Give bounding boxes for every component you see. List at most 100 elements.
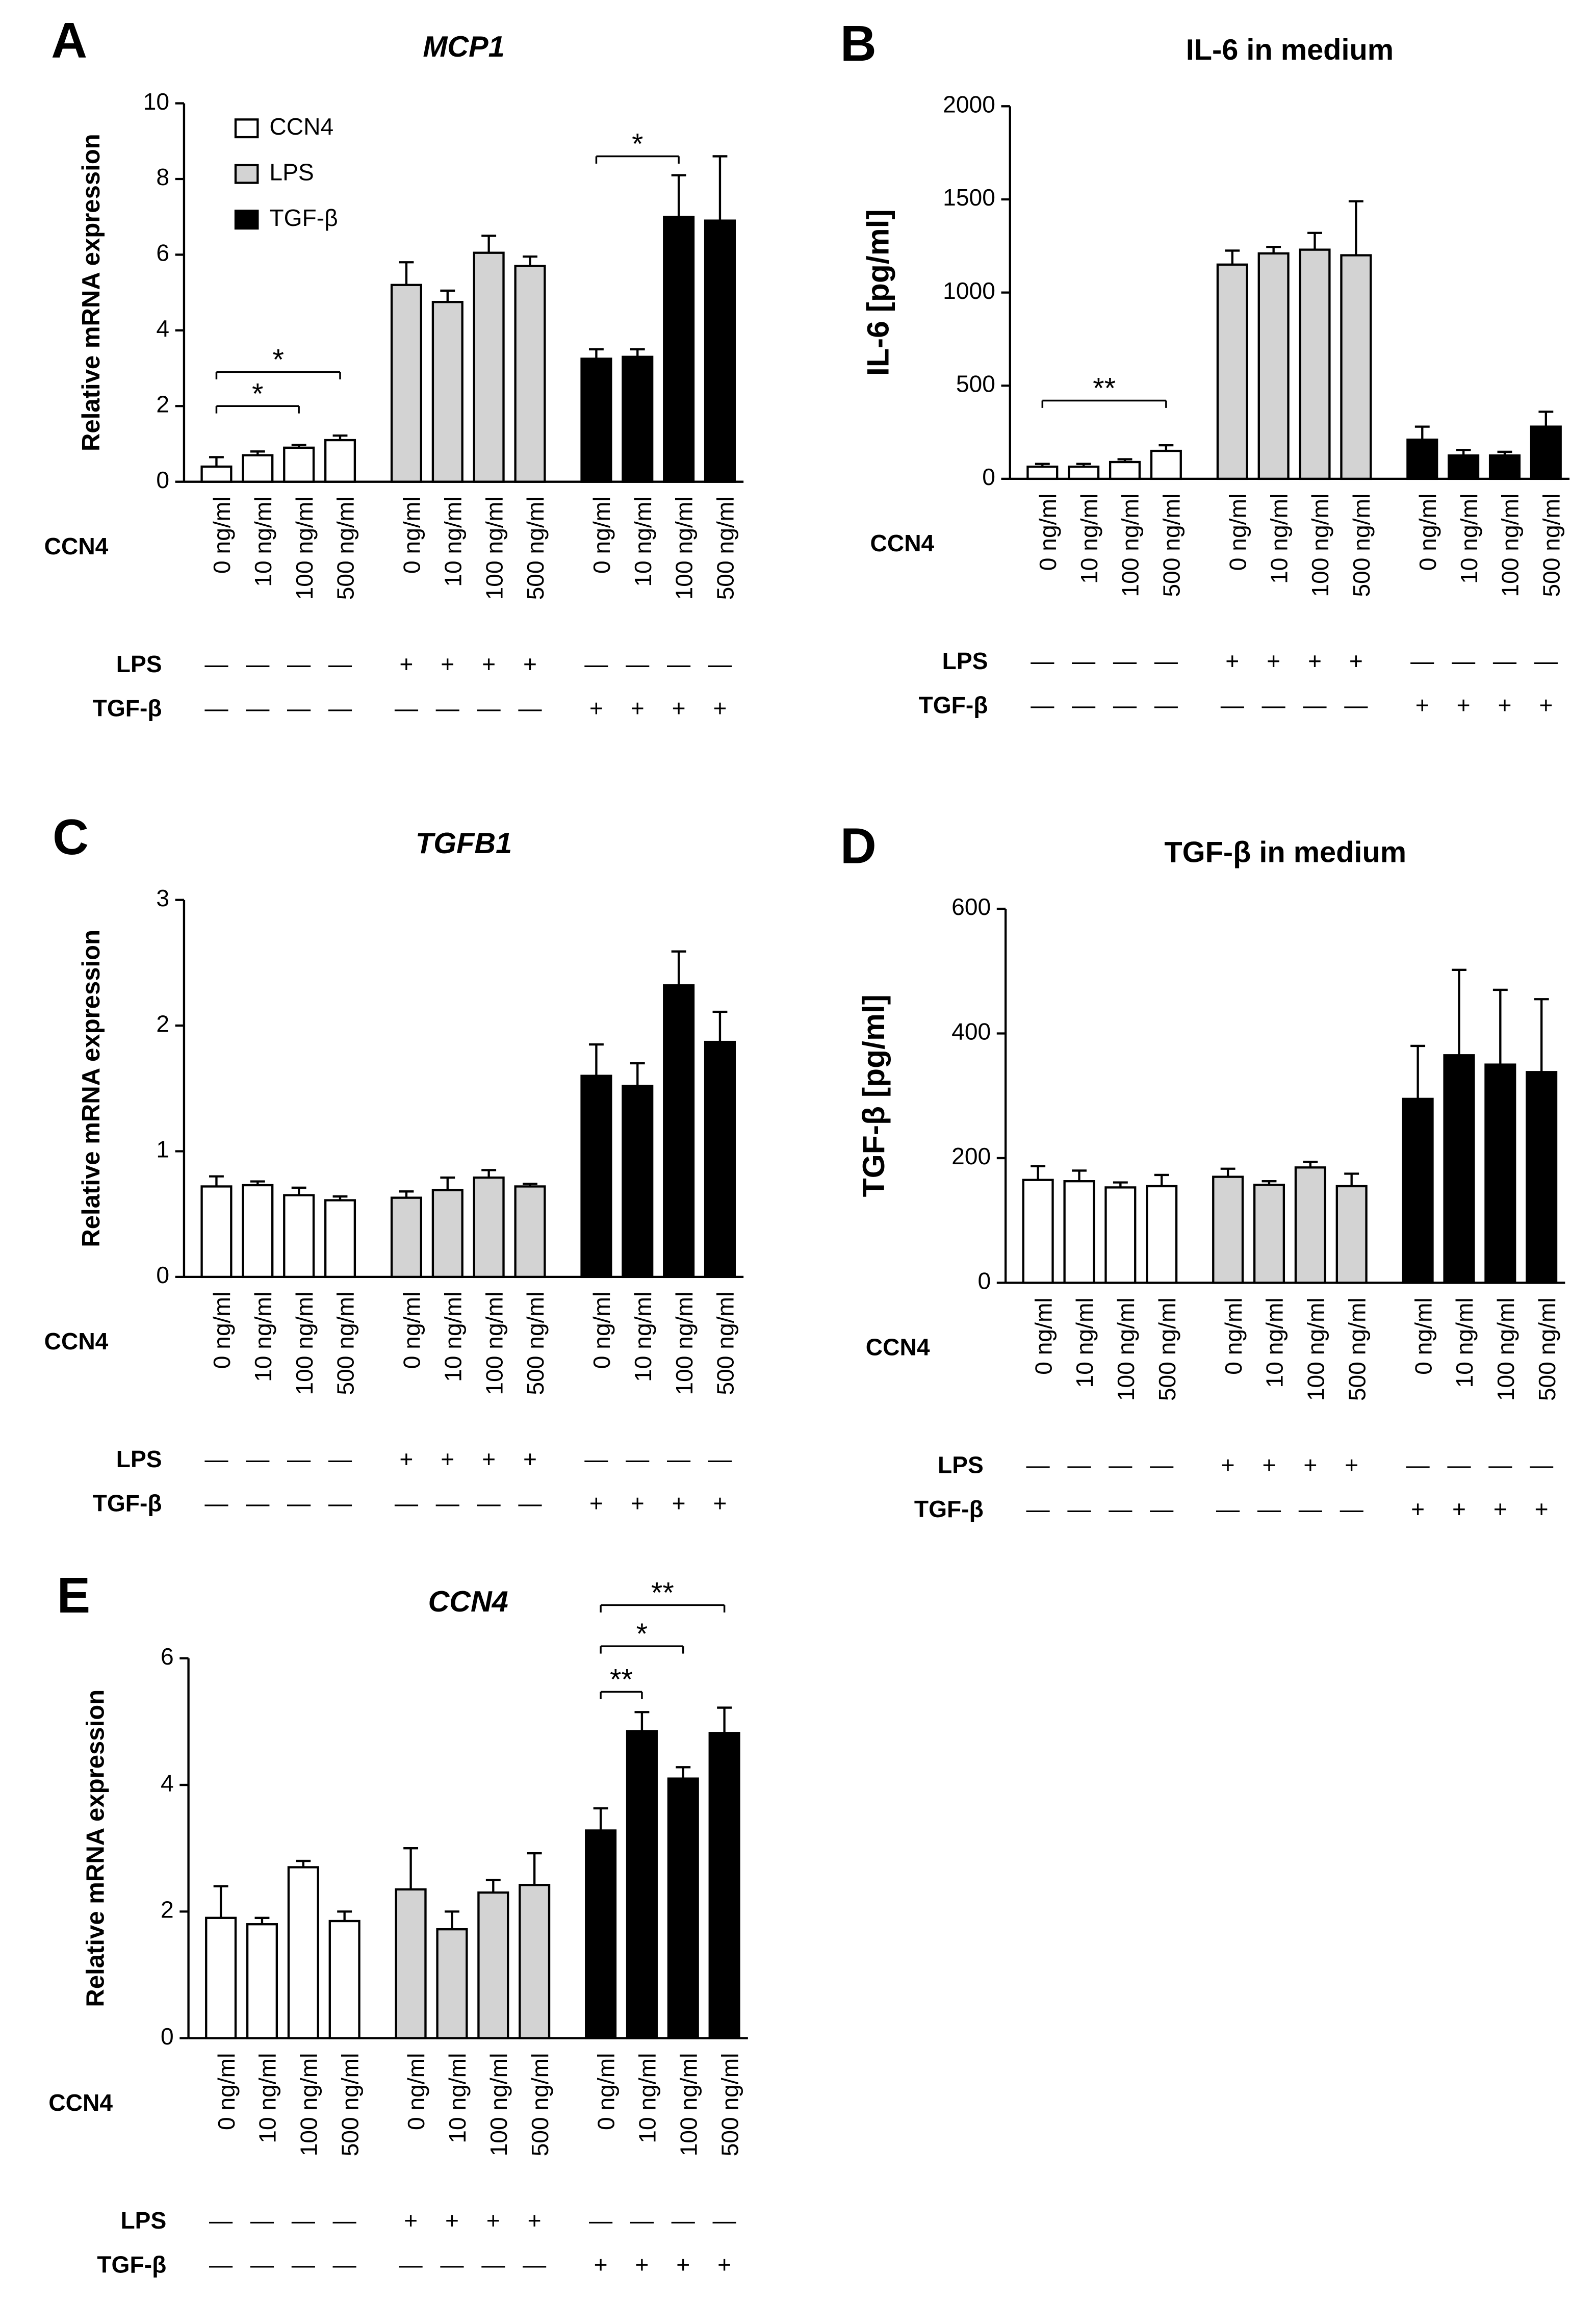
bar (324, 439, 356, 483)
treatment-sign: — (1340, 1496, 1364, 1522)
treatment-sign: + (672, 1490, 686, 1517)
treatment-sign: + (1539, 692, 1553, 719)
significance-label: ** (1093, 372, 1116, 405)
bar (622, 355, 654, 483)
treatment-sign: — (1150, 1452, 1174, 1478)
y-tick-label: 6 (161, 1643, 174, 1670)
treatment-sign: + (1494, 1496, 1507, 1522)
bar (283, 1194, 315, 1278)
treatment-sign: — (630, 2207, 654, 2234)
treatment-sign: — (584, 1446, 608, 1472)
x-tick-label: 10 ng/ml (1266, 494, 1292, 584)
y-tick-label: 2 (161, 1897, 174, 1923)
bar (1402, 1097, 1434, 1284)
treatment-sign: — (1154, 648, 1178, 674)
x-tick-label: 10 ng/ml (1076, 494, 1102, 584)
treatment-sign: + (486, 2207, 500, 2234)
x-tick-label: 500 ng/ml (337, 2053, 363, 2157)
x-tick-label: 0 ng/ml (399, 497, 425, 574)
x-tick-label: 10 ng/ml (440, 497, 466, 587)
bar (1068, 465, 1100, 480)
y-tick-label: 4 (161, 1770, 174, 1796)
treatment-label: LPS (120, 2207, 166, 2234)
significance-label: * (636, 1618, 648, 1650)
legend-label: LPS (269, 159, 314, 185)
bar (704, 219, 736, 483)
treatment-sign: + (1303, 1452, 1317, 1478)
x-tick-label: 0 ng/ml (588, 497, 615, 574)
x-tick-label: 0 ng/ml (1030, 1297, 1057, 1374)
treatment-sign: — (1488, 1452, 1512, 1478)
treatment-sign: — (1113, 648, 1137, 674)
treatment-sign: — (1303, 692, 1327, 719)
treatment-sign: — (1072, 648, 1096, 674)
legend-swatch (234, 118, 259, 139)
treatment-sign: + (404, 2207, 418, 2234)
bar (1022, 1179, 1054, 1284)
treatment-sign: — (250, 2207, 274, 2234)
chart-title: CCN4 (428, 1585, 508, 1618)
treatment-sign: — (328, 1490, 352, 1517)
treatment-sign: — (1257, 1496, 1281, 1522)
treatment-sign: + (523, 1446, 537, 1472)
treatment-sign: — (209, 2251, 233, 2278)
x-tick-label: 500 ng/ml (522, 1292, 549, 1395)
treatment-sign: — (1262, 692, 1286, 719)
treatment-sign: — (328, 651, 352, 677)
bar (585, 1829, 617, 2039)
x-tick-label: 0 ng/ml (1414, 494, 1441, 571)
bar (1340, 254, 1372, 480)
x-tick-label: 500 ng/ml (332, 497, 359, 600)
treatment-sign: — (1113, 692, 1137, 719)
treatment-sign: — (1447, 1452, 1471, 1478)
bar (1216, 263, 1248, 480)
bar (1253, 1184, 1285, 1284)
bar (1257, 252, 1290, 480)
bar (473, 1176, 505, 1278)
y-axis-label: Relative mRNA expression (78, 134, 105, 451)
panel-letter: A (51, 12, 87, 68)
y-tick-label: 0 (156, 1262, 169, 1288)
x-tick-label: 500 ng/ml (1344, 1297, 1370, 1401)
x-tick-label: 100 ng/ml (671, 497, 698, 600)
x-tick-label: 500 ng/ml (527, 2053, 553, 2157)
x-tick-label: 500 ng/ml (1154, 1297, 1180, 1401)
treatment-sign: — (436, 695, 460, 721)
x-tick-label: 100 ng/ml (1113, 1297, 1139, 1401)
treatment-sign: + (676, 2251, 690, 2278)
treatment-label: LPS (116, 651, 162, 677)
bar (1146, 1185, 1178, 1284)
treatment-sign: — (667, 1446, 691, 1472)
bar (1484, 1063, 1516, 1284)
treatment-sign: + (482, 1446, 496, 1472)
treatment-sign: — (1031, 692, 1054, 719)
y-tick-label: 600 (951, 893, 991, 920)
treatment-sign: + (631, 1490, 645, 1517)
bar (242, 1184, 274, 1278)
bar (200, 465, 233, 483)
bar (1335, 1185, 1368, 1284)
x-tick-label: 100 ng/ml (671, 1292, 698, 1395)
bar (580, 1075, 612, 1278)
y-tick-label: 1500 (943, 184, 995, 211)
treatment-sign: — (395, 1490, 419, 1517)
x-tick-label: 100 ng/ml (485, 2053, 512, 2157)
treatment-sign: + (713, 695, 727, 721)
x-tick-label: 100 ng/ml (1117, 494, 1144, 597)
bar (1212, 1175, 1244, 1284)
treatment-sign: — (204, 695, 228, 721)
treatment-sign: — (477, 1490, 501, 1517)
bar (626, 1730, 658, 2039)
treatment-sign: — (1072, 692, 1096, 719)
y-tick-label: 0 (161, 2023, 174, 2050)
bar (283, 446, 315, 483)
significance-label: * (272, 343, 284, 376)
y-axis-label: IL-6 [pg/ml] (861, 209, 895, 376)
treatment-sign: + (1415, 692, 1429, 719)
x-tick-label: 10 ng/ml (250, 1292, 276, 1382)
treatment-sign: — (589, 2207, 613, 2234)
bar (205, 1916, 237, 2039)
x-tick-label: 100 ng/ml (1497, 494, 1524, 597)
treatment-sign: + (399, 651, 413, 677)
x-tick-label: 100 ng/ml (481, 497, 507, 600)
